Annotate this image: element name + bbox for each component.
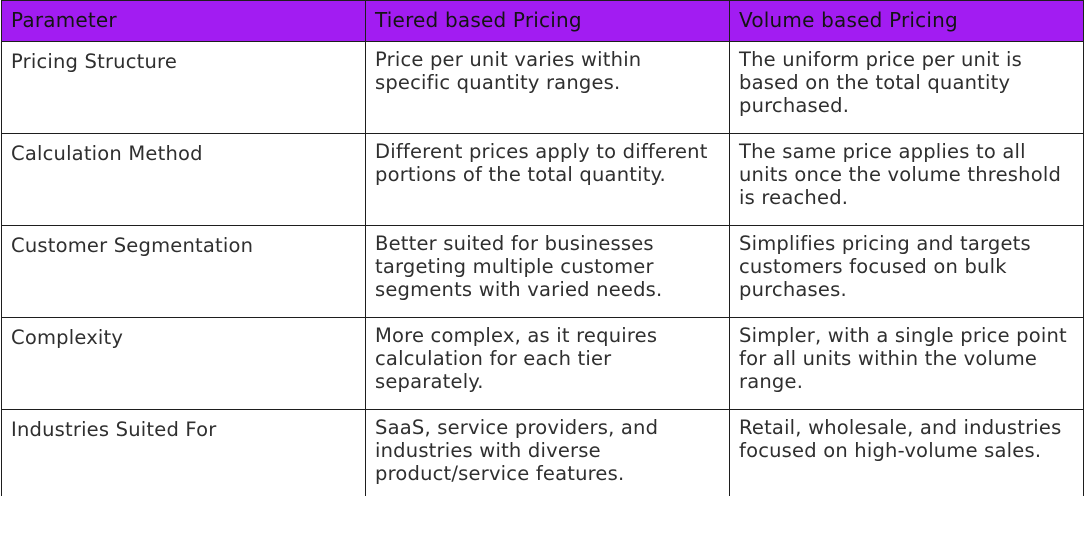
volume-cell: The uniform price per unit is based on t… — [729, 41, 1084, 134]
parameter-cell: Complexity — [1, 317, 366, 410]
parameter-cell: Industries Suited For — [1, 409, 366, 496]
table-row: Customer Segmentation Better suited for … — [1, 225, 1084, 318]
parameter-cell: Customer Segmentation — [1, 225, 366, 318]
tiered-cell: SaaS, service providers, and industries … — [365, 409, 730, 496]
tiered-cell: More complex, as it requires calculation… — [365, 317, 730, 410]
header-tiered-pricing: Tiered based Pricing — [365, 0, 730, 42]
volume-cell: Retail, wholesale, and industries focuse… — [729, 409, 1084, 496]
header-volume-pricing: Volume based Pricing — [729, 0, 1084, 42]
volume-cell: The same price applies to all units once… — [729, 133, 1084, 226]
table-row: Calculation Method Different prices appl… — [1, 133, 1084, 226]
tiered-cell: Price per unit varies within specific qu… — [365, 41, 730, 134]
volume-cell: Simplifies pricing and targets customers… — [729, 225, 1084, 318]
parameter-cell: Pricing Structure — [1, 41, 366, 134]
pricing-comparison-table: Parameter Tiered based Pricing Volume ba… — [1, 0, 1084, 496]
table-row: Industries Suited For SaaS, service prov… — [1, 409, 1084, 496]
tiered-cell: Better suited for businesses targeting m… — [365, 225, 730, 318]
parameter-cell: Calculation Method — [1, 133, 366, 226]
volume-cell: Simpler, with a single price point for a… — [729, 317, 1084, 410]
table-header-row: Parameter Tiered based Pricing Volume ba… — [1, 0, 1084, 42]
header-parameter: Parameter — [1, 0, 366, 42]
tiered-cell: Different prices apply to different port… — [365, 133, 730, 226]
table-row: Pricing Structure Price per unit varies … — [1, 41, 1084, 134]
table-row: Complexity More complex, as it requires … — [1, 317, 1084, 410]
